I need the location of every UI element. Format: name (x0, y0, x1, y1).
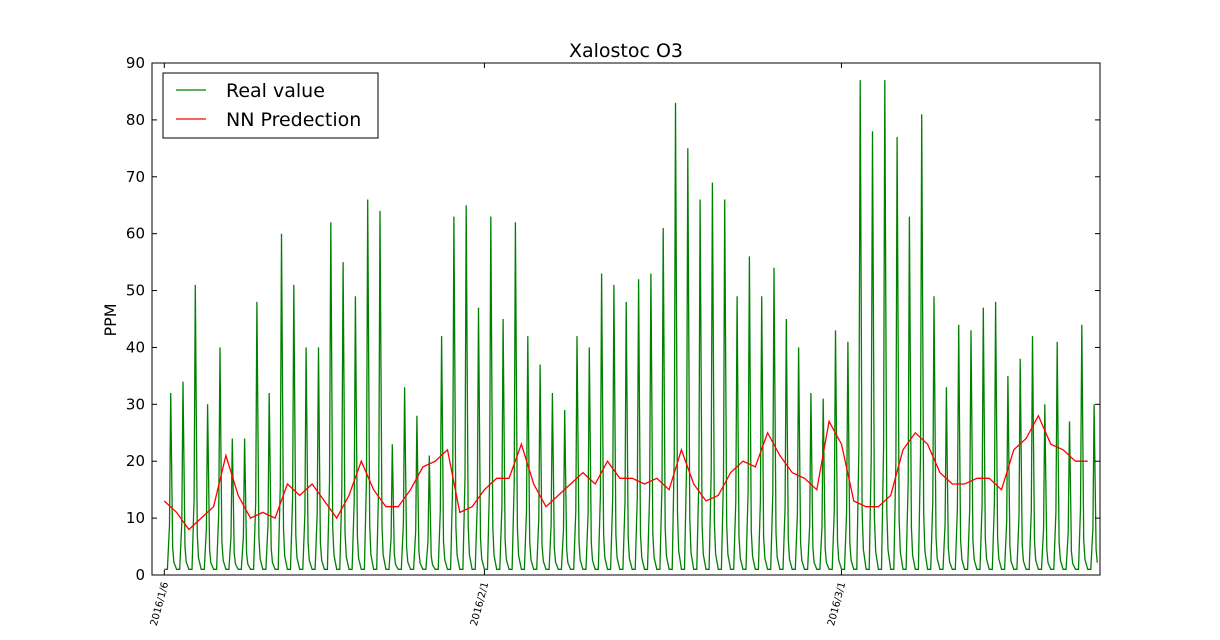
y-tick-label: 70 (126, 168, 145, 186)
x-tick-label: 2016/3/1 (826, 581, 848, 627)
legend-label-nn-prediction: NN Predection (226, 109, 361, 131)
x-tick-label: 2016/1/6 (149, 581, 171, 627)
y-tick-label: 20 (126, 452, 145, 470)
y-axis-label: PPM (101, 303, 120, 336)
y-tick-label: 90 (126, 54, 145, 72)
real-value-series (164, 80, 1098, 570)
nn-prediction-series (163, 414, 1088, 531)
y-tick-label: 60 (126, 225, 145, 243)
y-tick-label: 50 (126, 282, 145, 300)
y-tick-label: 40 (126, 338, 145, 356)
legend-box (162, 72, 379, 139)
y-tick-label: 10 (126, 509, 145, 527)
y-axis-ticks: 0 10 20 30 40 50 60 70 80 90 (126, 54, 1100, 584)
y-tick-label: 80 (126, 111, 145, 129)
x-tick-label: 2016/2/1 (469, 581, 491, 627)
y-tick-label: 30 (126, 395, 145, 413)
legend: Real value NN Predection (162, 72, 379, 139)
plot-frame (151, 62, 1101, 576)
nn-prediction-line (163, 414, 1088, 531)
y-tick-label: 0 (135, 566, 145, 584)
legend-label-real-value: Real value (226, 80, 325, 102)
real-value-line (164, 80, 1098, 570)
chart-title: Xalostoc O3 (569, 40, 683, 62)
